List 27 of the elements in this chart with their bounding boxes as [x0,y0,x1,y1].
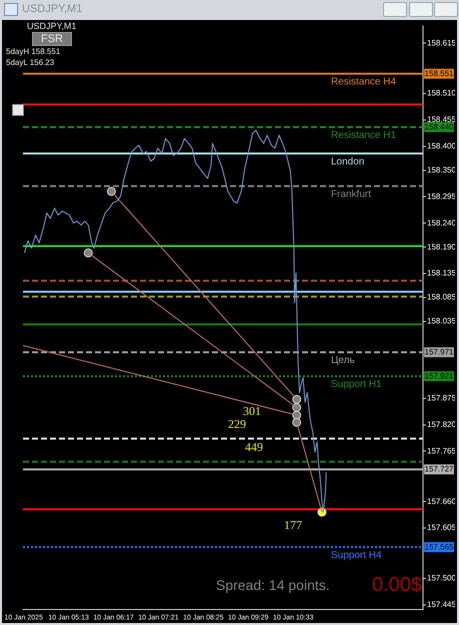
ref-line-label: Цель [331,355,355,366]
point [106,186,116,196]
annotation: FSR [32,32,72,46]
ref-line-label: Resistance H1 [331,130,396,141]
point [292,418,302,427]
y2-tick-label: 158.440 [424,122,454,132]
ref-line-label: Support H1 [331,379,382,390]
y2-tick-label: 157.921 [424,371,454,380]
annotation: 5dayL 156.23 [6,58,54,68]
ref-line-label: Support H4 [331,550,382,561]
annotation: 229 [228,417,246,432]
annotation: 5dayH 158.551 [6,47,60,57]
annotation: 0.00$ [372,574,422,596]
point [84,248,93,258]
annotation: Spread: 14 points. [216,577,330,594]
chart-title: USDJPY,M1 [22,3,82,15]
y2-tick-label: 157.565 [424,542,454,552]
ref-line-label: London [331,156,364,168]
chart-title: USDJPY,M1 [27,20,76,31]
annotation: 301 [243,404,261,418]
annotation: 449 [245,440,263,454]
y2-tick-label: 157.727 [424,464,454,474]
ref-line-label: Frankfurt [331,188,372,200]
ref-line-label: Resistance H4 [331,76,396,88]
y2-tick-label: 158.551 [424,69,454,78]
annotation: 177 [284,518,302,532]
y2-tick-label: 157.971 [424,347,454,356]
